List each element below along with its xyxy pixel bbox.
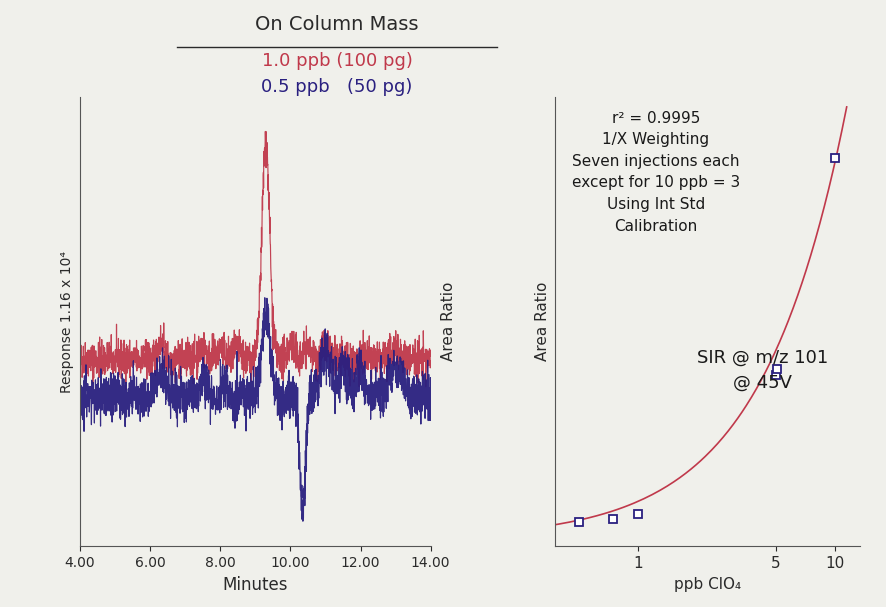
Y-axis label: Area Ratio: Area Ratio — [534, 282, 549, 361]
Text: SIR @ m/z 101
@ 45V: SIR @ m/z 101 @ 45V — [696, 348, 828, 392]
Text: 0.5 ppb   (50 pg): 0.5 ppb (50 pg) — [261, 78, 412, 96]
Text: r² = 0.9995
1/X Weighting
Seven injections each
except for 10 ppb = 3
Using Int : r² = 0.9995 1/X Weighting Seven injectio… — [571, 110, 739, 234]
Y-axis label: Response 1.16 x 10⁴: Response 1.16 x 10⁴ — [60, 251, 74, 393]
X-axis label: ppb ClO₄: ppb ClO₄ — [673, 577, 741, 592]
Text: Area Ratio: Area Ratio — [440, 282, 455, 361]
Text: On Column Mass: On Column Mass — [255, 15, 418, 34]
Text: 1.0 ppb (100 pg): 1.0 ppb (100 pg) — [261, 52, 412, 70]
X-axis label: Minutes: Minutes — [222, 575, 288, 594]
